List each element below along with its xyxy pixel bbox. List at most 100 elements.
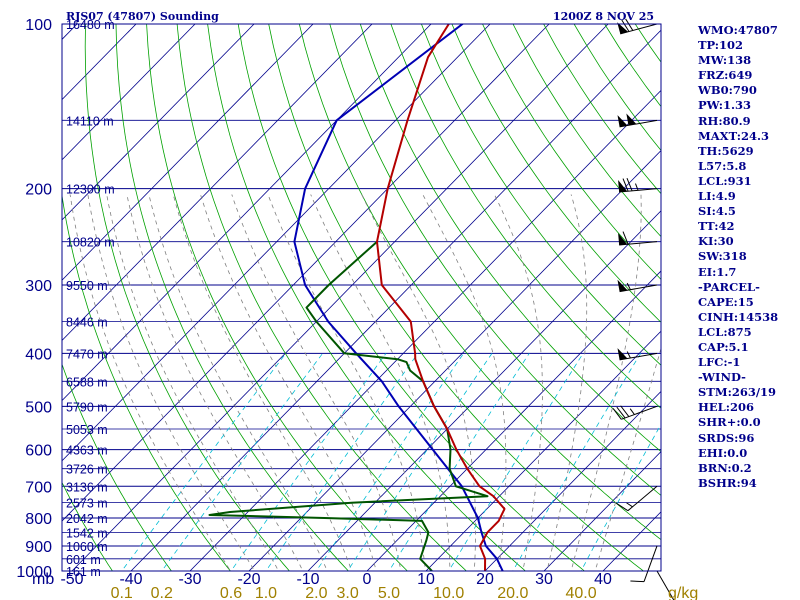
height-label: 10820 m: [66, 236, 115, 250]
isotherm-line: [130, 29, 661, 571]
wind-barb-half-feather: [626, 502, 633, 508]
wind-barb-shaft: [643, 545, 658, 582]
height-label: 8446 m: [66, 316, 108, 330]
mixing-ratio-line: [161, 353, 324, 571]
height-label: 3726 m: [66, 463, 108, 477]
index-item: WMO:47807: [698, 23, 778, 37]
temperature-curve: [376, 24, 506, 571]
isotherm-line: [307, 210, 661, 571]
moist-adiabat: [546, 194, 588, 571]
mixing-ratio-line: [265, 353, 419, 571]
index-item: FRZ:649: [698, 68, 753, 83]
wind-barb: [616, 485, 658, 512]
wind-barb-shaft: [619, 284, 658, 293]
dry-adiabat: [482, 24, 661, 280]
index-item: MW:138: [698, 53, 752, 68]
height-label: 4363 m: [66, 444, 108, 458]
isotherm-line: [425, 330, 661, 571]
index-item: -WIND-: [698, 370, 746, 385]
pressure-tick-label: 100: [25, 17, 52, 34]
plot-border: [61, 23, 662, 572]
wind-barb-half-feather: [626, 351, 631, 359]
wind-barb-feather: [616, 406, 626, 419]
moist-adiabat: [172, 194, 353, 571]
isotherm-line: [71, 24, 609, 571]
height-label: 6588 m: [66, 375, 108, 389]
height-label: 7470 m: [66, 347, 108, 361]
dry-adiabat: [420, 24, 661, 366]
index-item: EI:1.7: [698, 264, 737, 279]
height-label: 12300 m: [66, 183, 115, 197]
wind-barb: [617, 113, 658, 128]
wind-barb-feather: [616, 502, 629, 512]
mixing-ratio-line: [580, 423, 661, 571]
wind-barb-feather: [630, 580, 645, 583]
pressure-tick-label: 400: [25, 346, 52, 363]
pressure-unit-label: mb: [32, 571, 54, 588]
moist-adiabat: [69, 194, 231, 571]
mixing-ratio-line: [121, 353, 287, 571]
wind-barb-shaft: [619, 352, 658, 361]
mixing-ratio-line: [448, 353, 584, 571]
height-label: 5790 m: [66, 400, 108, 414]
wind-barb-feather: [625, 18, 634, 31]
index-item: KI:30: [698, 234, 734, 249]
height-label: 14110 m: [66, 114, 114, 128]
index-item: LI:4.9: [698, 189, 736, 204]
dry-adiabat: [84, 24, 290, 571]
temperature-tick-label: 0: [363, 571, 372, 588]
index-item: CAPE:15: [698, 294, 754, 309]
wind-barb-feather: [612, 408, 622, 420]
wind-barb: [617, 18, 658, 35]
height-label: 601 m: [66, 553, 101, 567]
mixing-ratio-tick-label: 10.0: [433, 585, 464, 600]
wind-barb-shaft: [619, 241, 658, 246]
wind-barb-flag: [618, 180, 628, 192]
wind-barb: [630, 545, 658, 583]
height-label: 2042 m: [66, 512, 108, 526]
index-item: LCL:875: [698, 324, 752, 339]
wind-barb-shaft: [656, 570, 675, 600]
wind-barb-flag: [617, 22, 629, 34]
height-labels: 16480 m 14110 m 12300 m 10820 m 9550 m 8446 m…: [66, 18, 115, 579]
wind-barb: [656, 570, 675, 600]
dry-adiabat: [298, 24, 661, 541]
height-label: 5053 m: [66, 423, 108, 437]
index-item: LCL:931: [698, 173, 752, 188]
wind-barb: [612, 405, 658, 420]
dewpoint-curve: [208, 240, 489, 571]
wind-barb-feather: [622, 231, 629, 245]
indices-panel: WMO:47807 TP:102 MW:138 FRZ:649 WB0:790 PW:1.…: [698, 23, 798, 491]
height-label: 2573 m: [66, 497, 108, 511]
dry-adiabat: [329, 24, 661, 496]
index-item: SW:318: [698, 249, 747, 264]
mixing-ratio-tick-label: 20.0: [497, 585, 528, 600]
isotherm-line: [62, 24, 491, 462]
chart-title-right: 1200Z 8 NOV 25: [553, 10, 654, 23]
wind-barb-flag: [617, 348, 628, 360]
dry-adiabat: [62, 192, 231, 571]
dry-adiabat: [268, 24, 645, 571]
height-label: 161 m: [66, 565, 101, 579]
dry-adiabat: [115, 24, 349, 571]
index-item: L57:5.8: [698, 158, 747, 173]
wind-barb: [617, 348, 658, 361]
index-item: TP:102: [698, 38, 744, 53]
wind-barb-shaft: [621, 405, 658, 420]
sounding-curves: [208, 24, 506, 571]
mixing-ratio-line: [512, 353, 642, 571]
moist-adiabat: [570, 194, 642, 571]
wind-barbs: [612, 18, 675, 600]
index-item: MAXT:24.3: [698, 128, 769, 143]
mixing-ratio-tick-label: 40.0: [565, 585, 596, 600]
height-label: 1542 m: [66, 526, 108, 540]
mixing-ratio-line: [347, 353, 493, 571]
index-item: WB0:790: [698, 83, 757, 98]
dry-adiabat: [176, 24, 467, 571]
mixing-ratio-tick-label: 2.0: [305, 585, 327, 600]
dry-adiabat: [62, 363, 172, 571]
mixing-ratio-tick-label: 5.0: [378, 585, 400, 600]
temperature-tick-label: -50: [60, 571, 83, 588]
wind-barb-feather: [626, 178, 633, 192]
